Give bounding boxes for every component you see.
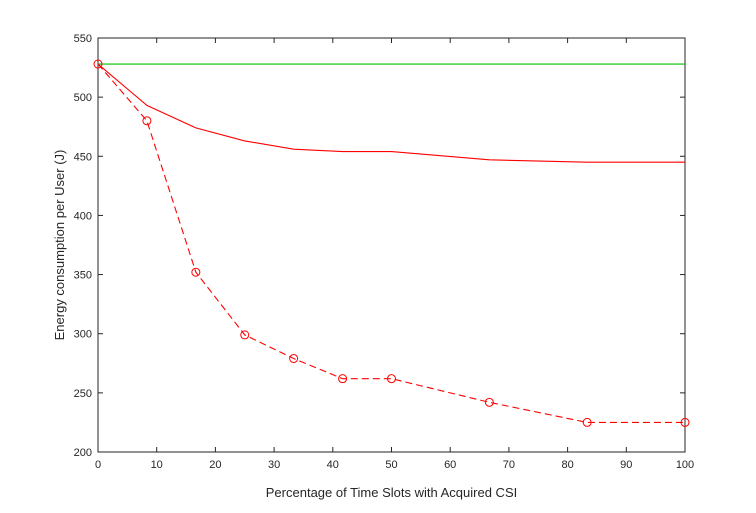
series-2-point [191,267,201,277]
series-1 [97,63,685,163]
series-2-point [387,374,396,384]
series-2-line [97,63,685,423]
series-1-line [97,63,685,163]
y-tick-label: 400 [74,210,92,222]
series-2-point [680,417,690,427]
x-tick-label: 50 [385,459,397,471]
y-axis-label: Energy consumption per User (J) [52,150,67,341]
x-tick-label: 40 [327,459,339,471]
tick-layer: 0 10 20 30 40 50 60 70 80 90 100 200 250 300 350 400 450… [74,33,695,471]
plot-area [97,37,686,453]
y-tick-label: 200 [74,447,92,459]
series-2-point [142,116,152,126]
x-tick-label: 90 [620,459,632,471]
y-tick-label: 250 [74,388,92,400]
series-2-point [338,374,348,384]
x-tick-label: 10 [151,459,163,471]
x-tick-label: 80 [561,459,573,471]
x-tick-label: 100 [676,459,694,471]
x-tick-label: 30 [268,459,280,471]
series-2-point [93,59,103,69]
series-2 [93,59,690,427]
series-2-point [582,417,592,427]
y-tick-label: 450 [74,151,92,163]
series-2-point [484,397,494,407]
y-tick-label: 300 [74,329,92,341]
y-tick-label: 500 [74,92,92,104]
series-2-point [240,330,250,340]
x-tick-label: 0 [95,459,101,471]
series-2-point [289,354,299,364]
x-tick-label: 20 [209,459,221,471]
y-tick-label: 550 [74,33,92,45]
x-axis-label: Percentage of Time Slots with Acquired C… [266,485,517,500]
x-tick-label: 60 [444,459,456,471]
series-layer [93,59,690,427]
x-tick-label: 70 [503,459,515,471]
y-tick-label: 350 [74,270,92,282]
